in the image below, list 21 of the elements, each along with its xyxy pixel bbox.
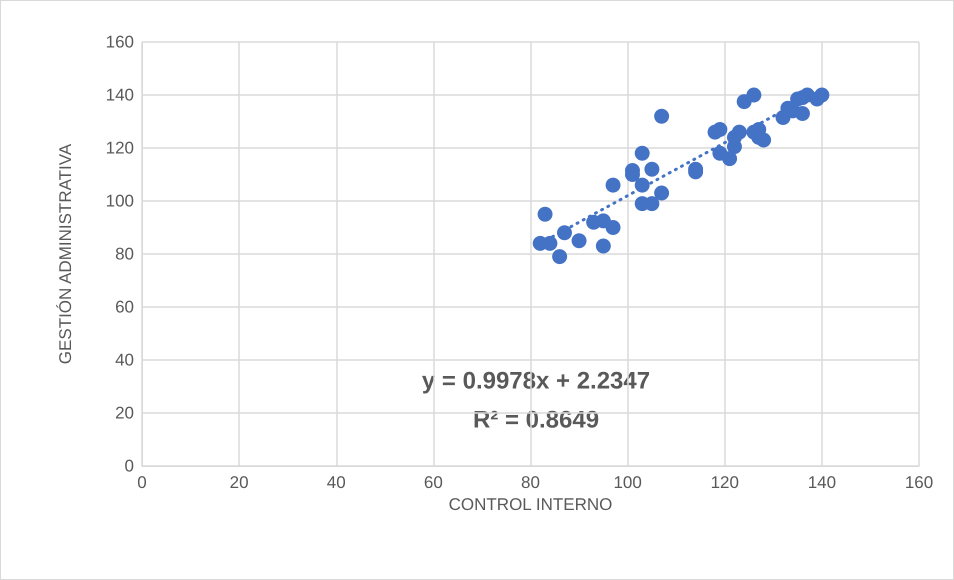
- annotation: y = 0.9978x + 2.2347: [422, 368, 650, 394]
- x-tick-label: 140: [808, 473, 836, 492]
- y-tick-label: 120: [106, 138, 134, 158]
- y-axis-title: GESTIÓN ADMINISTRATIVA: [56, 143, 75, 364]
- y-tick-label: 40: [115, 350, 134, 370]
- x-tick-label: 20: [230, 473, 249, 492]
- x-tick-label: 80: [521, 473, 540, 492]
- x-tick-label: 60: [424, 473, 443, 492]
- x-axis-title: CONTROL INTERNO: [448, 495, 612, 514]
- y-tick-label: 160: [106, 32, 134, 52]
- y-tick-label: 0: [124, 456, 134, 476]
- y-tick-label: 80: [115, 244, 134, 264]
- y-tick-label: 20: [115, 404, 134, 422]
- x-tick-label: 100: [613, 473, 642, 492]
- y-tick-label: 100: [106, 192, 134, 210]
- x-tick-label: 120: [710, 473, 739, 492]
- x-tick-label: 0: [137, 473, 147, 492]
- x-tick-label: 160: [904, 473, 934, 492]
- y-tick-label: 140: [106, 86, 134, 104]
- y-tick-label: 60: [115, 298, 134, 316]
- x-tick-label: 40: [326, 473, 346, 492]
